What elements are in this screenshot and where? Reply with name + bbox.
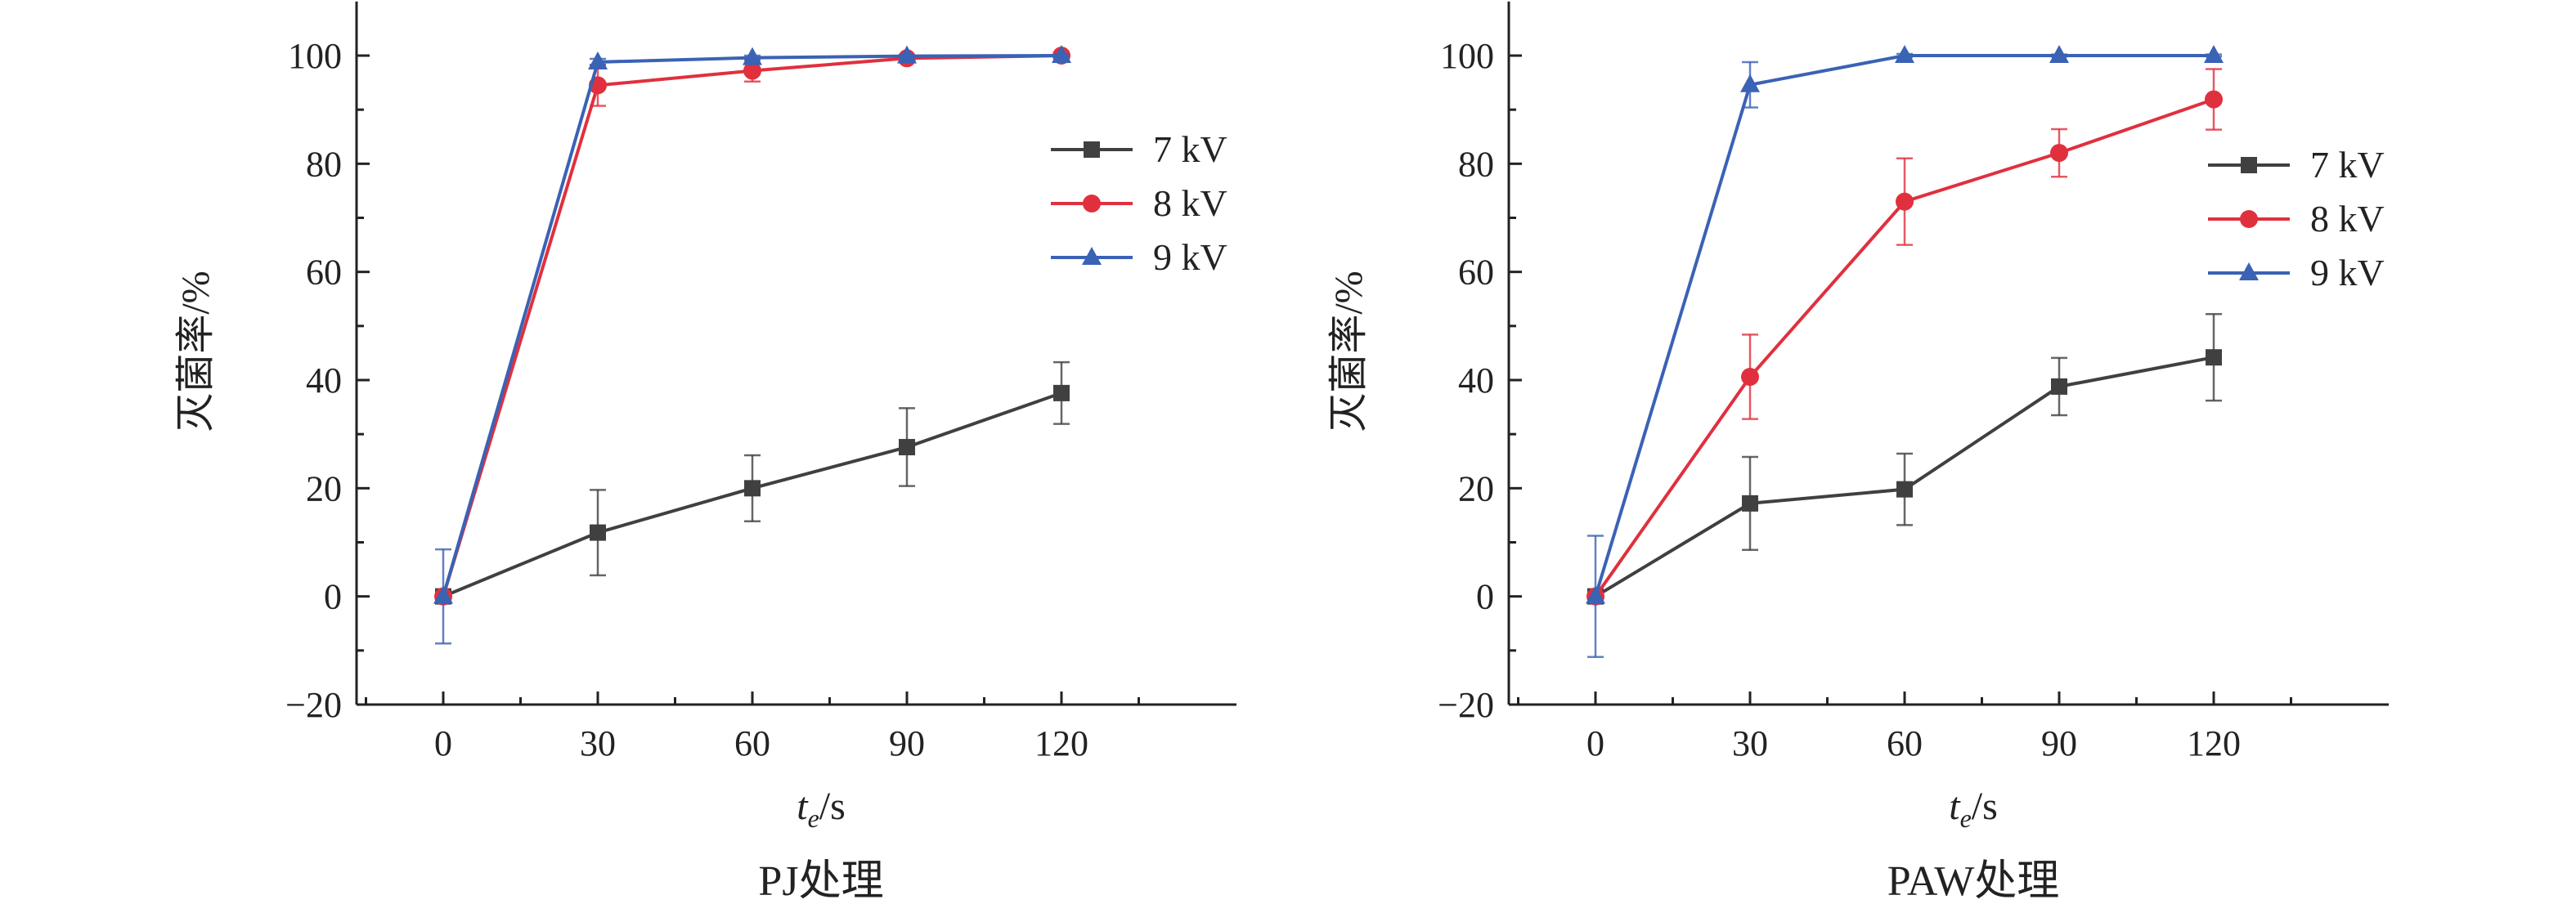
data-point: [1052, 45, 1071, 63]
legend: 7 kV 8 kV 9 kV: [2208, 144, 2385, 293]
data-point: [1742, 495, 1758, 512]
legend-marker: [1084, 141, 1100, 158]
series-9kv: [433, 45, 1071, 645]
x-tick-label: 90: [889, 723, 925, 763]
y-tick-label: 60: [1458, 253, 1494, 293]
data-point: [744, 480, 761, 497]
x-tick-label: 60: [734, 723, 770, 763]
data-point: [588, 51, 608, 69]
y-tick-label: 100: [1440, 36, 1494, 76]
y-tick-label: 20: [306, 468, 342, 508]
legend-label: 7 kV: [2310, 144, 2385, 186]
legend-marker: [1083, 195, 1101, 213]
data-point: [2206, 349, 2222, 366]
legend-label: 8 kV: [2310, 198, 2385, 239]
legend-label: 7 kV: [1153, 128, 1227, 170]
chart-panel-1: −20 0 20 40 60 80 100 0 30 60 90 120 7 kV 8 kV 9 kV 灭菌率…: [174, 1, 1236, 905]
y-tick-label: 80: [306, 144, 342, 184]
x-tick-label: 90: [2041, 723, 2077, 763]
x-axis-title: te/s: [797, 785, 846, 833]
data-point: [2205, 90, 2223, 109]
legend-marker: [2241, 157, 2257, 173]
legend: 7 kV 8 kV 9 kV: [1051, 128, 1227, 278]
y-tick-label: 100: [288, 36, 342, 76]
data-point: [1895, 45, 1914, 63]
x-tick-label: 30: [580, 723, 616, 763]
y-tick-label: 0: [324, 577, 342, 617]
y-tick-label: 20: [1458, 468, 1494, 508]
chart-panel-2: −20 0 20 40 60 80 100 0 30 60 90 120 7 kV 8 kV 9 kV 灭菌率…: [1327, 1, 2389, 905]
data-point: [2204, 45, 2224, 63]
y-tick-label: 80: [1458, 144, 1494, 184]
y-axis-title: 灭菌率/%: [174, 271, 218, 432]
series-7kv: [435, 360, 1070, 605]
data-point: [1586, 585, 1605, 604]
series-7kv: [1587, 313, 2222, 605]
data-point: [2050, 144, 2068, 163]
x-tick-label: 0: [434, 723, 452, 763]
data-point: [2049, 45, 2069, 63]
x-axis-title: te/s: [1949, 785, 1998, 833]
panel-caption: PJ处理: [758, 858, 883, 905]
data-point: [433, 585, 453, 604]
data-point: [1896, 192, 1914, 211]
data-point: [899, 439, 915, 456]
x-tick-label: 0: [1586, 723, 1604, 763]
y-tick-label: 60: [306, 253, 342, 293]
data-point: [897, 45, 917, 64]
series-9kv: [1586, 45, 2224, 659]
data-point: [743, 47, 762, 65]
x-tick-label: 30: [1732, 723, 1768, 763]
legend-marker: [2240, 210, 2258, 228]
legend-label: 9 kV: [1153, 236, 1227, 278]
x-tick-label: 120: [1034, 723, 1088, 763]
y-tick-label: −20: [285, 685, 342, 725]
x-tick-label: 120: [2187, 723, 2241, 763]
data-point: [1896, 481, 1913, 498]
legend-marker: [2239, 262, 2259, 280]
legend-label: 9 kV: [2310, 252, 2385, 293]
data-point: [1740, 74, 1760, 92]
data-point: [1053, 384, 1070, 401]
y-tick-label: 40: [306, 360, 342, 401]
data-point: [2051, 378, 2067, 395]
data-point: [743, 61, 761, 80]
data-point: [590, 524, 606, 541]
data-point: [1741, 368, 1759, 387]
y-tick-label: 0: [1476, 577, 1494, 617]
x-tick-label: 60: [1887, 723, 1923, 763]
y-tick-label: −20: [1438, 685, 1494, 725]
y-axis-title: 灭菌率/%: [1327, 271, 1371, 432]
panel-caption: PAW处理: [1887, 858, 2060, 905]
legend-marker: [1082, 247, 1102, 265]
legend-label: 8 kV: [1153, 182, 1227, 224]
y-tick-label: 40: [1458, 360, 1494, 401]
